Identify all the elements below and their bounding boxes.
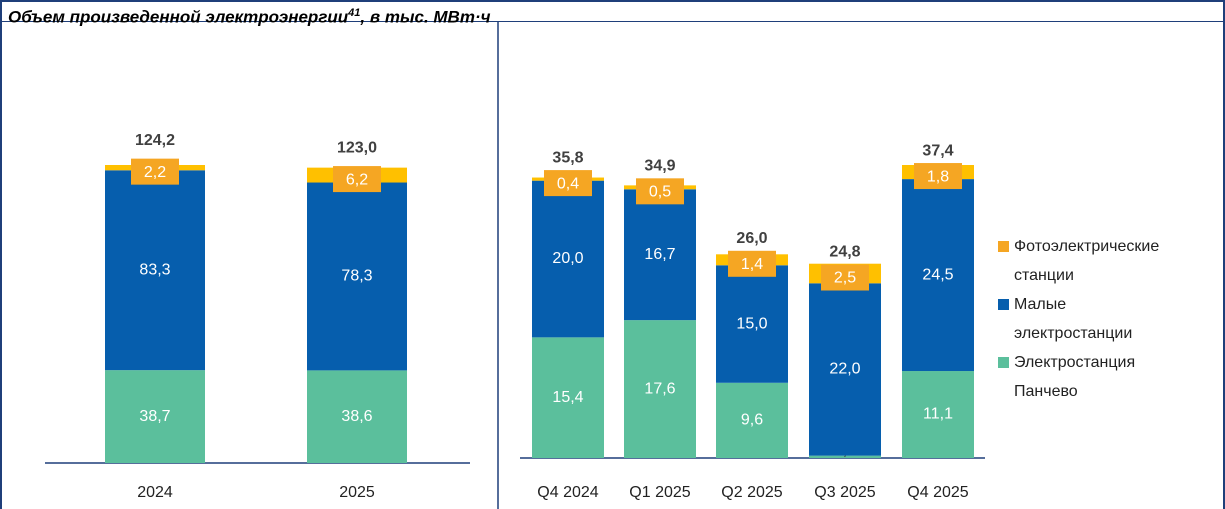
bar-segment <box>902 371 974 458</box>
total-label: 26,0 <box>736 230 767 247</box>
value-label: 83,3 <box>139 261 170 278</box>
legend-label: Фотоэлектрические станции <box>1014 238 1160 284</box>
bar-segment <box>307 182 407 371</box>
value-label: 20,0 <box>552 250 583 267</box>
total-label: 35,8 <box>552 149 583 166</box>
label-box <box>544 170 592 197</box>
label-box <box>821 264 869 291</box>
x-tick-label: Q1 2025 <box>629 484 690 501</box>
bar-segment <box>624 189 696 321</box>
bar-segment <box>716 265 788 383</box>
value-label: 22,0 <box>829 361 860 378</box>
legend-item: Малые электростанции <box>998 290 1168 348</box>
x-tick-label: 2024 <box>137 484 173 501</box>
legend-label: Электростанция Панчево <box>1014 354 1136 400</box>
value-label: 0,5 <box>649 184 671 201</box>
label-box <box>131 158 179 185</box>
value-label: 2,5 <box>834 270 856 287</box>
total-label: 124,2 <box>135 132 175 149</box>
x-tick-label: Q4 2024 <box>537 484 598 501</box>
total-label: 37,4 <box>922 142 953 159</box>
total-label: 34,9 <box>644 158 675 175</box>
value-label: 9,6 <box>741 412 763 429</box>
bar-segment <box>809 455 881 458</box>
value-label: 16,7 <box>644 246 675 263</box>
legend-swatch <box>998 357 1009 368</box>
value-label: 17,6 <box>644 380 675 397</box>
value-label: 38,7 <box>139 408 170 425</box>
bar-segment <box>105 170 205 371</box>
label-box <box>333 166 381 193</box>
label-box <box>636 178 684 205</box>
legend-item: Фотоэлектрические станции <box>998 232 1168 290</box>
value-label: 11,1 <box>923 406 953 423</box>
value-label: 15,4 <box>552 389 583 406</box>
title-footnote: 41 <box>348 7 361 19</box>
value-label: 2,2 <box>144 164 166 181</box>
bar-segment <box>307 370 407 463</box>
label-box <box>914 163 962 190</box>
x-tick-label: Q3 2025 <box>814 484 875 501</box>
x-tick-label: 2025 <box>339 484 375 501</box>
x-tick-label: Q4 2025 <box>907 484 968 501</box>
bar-segment <box>809 283 881 456</box>
title-text: Объем произведенной электроэнергии <box>8 7 349 27</box>
title-unit: , в тыс. МВт·ч <box>360 7 491 27</box>
value-label: 15,0 <box>736 315 767 332</box>
bar-segment <box>624 320 696 458</box>
legend-swatch <box>998 299 1009 310</box>
legend: Фотоэлектрические станции Малые электрост… <box>998 232 1168 406</box>
legend-swatch <box>998 241 1009 252</box>
bar-segment <box>902 179 974 372</box>
legend-item: Электростанция Панчево <box>998 348 1168 406</box>
bar-segment <box>716 382 788 458</box>
value-label: 78,3 <box>341 268 372 285</box>
value-label: 38,6 <box>341 408 372 425</box>
value-label: 24,5 <box>922 266 953 283</box>
total-label: 24,8 <box>829 244 860 261</box>
value-label: 0,4 <box>557 175 579 192</box>
title: Объем произведенной электроэнергии41, в … <box>0 0 1225 27</box>
value-label: 6,2 <box>346 171 368 188</box>
legend-label: Малые электростанции <box>1014 296 1133 342</box>
bar-segment <box>532 337 604 458</box>
label-box <box>728 250 776 277</box>
bar-segment <box>105 370 205 463</box>
value-label: 1,8 <box>927 168 949 185</box>
total-label: 123,0 <box>337 139 377 156</box>
value-label: 1,4 <box>741 256 763 273</box>
x-tick-label: Q2 2025 <box>721 484 782 501</box>
bar-segment <box>532 180 604 338</box>
